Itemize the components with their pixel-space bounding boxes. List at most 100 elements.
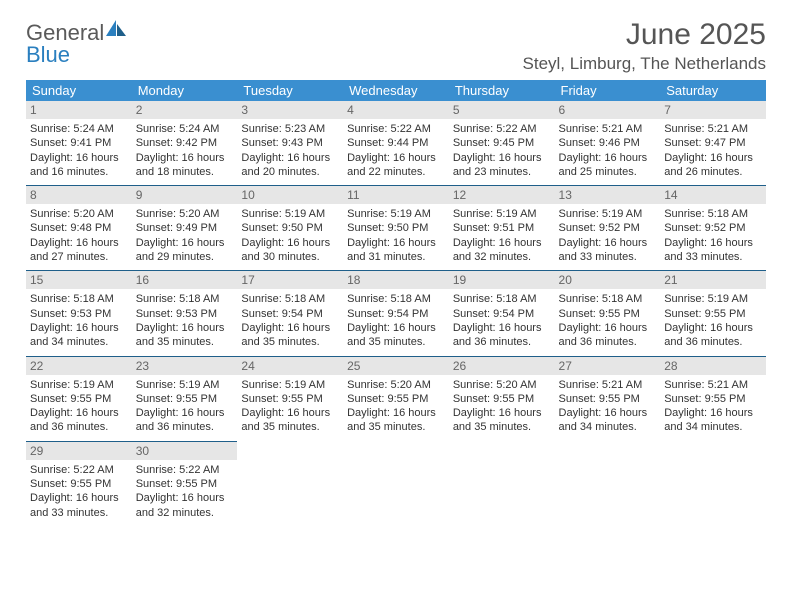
day-cell: 2 Sunrise: 5:24 AMSunset: 9:42 PMDaylight… <box>132 101 238 186</box>
day-details: Sunrise: 5:18 AMSunset: 9:55 PMDaylight:… <box>559 292 657 349</box>
day-details: Sunrise: 5:22 AMSunset: 9:45 PMDaylight:… <box>453 122 551 179</box>
calendar-row: 22Sunrise: 5:19 AMSunset: 9:55 PMDayligh… <box>26 356 766 441</box>
day-details: Sunrise: 5:22 AMSunset: 9:55 PMDaylight:… <box>136 463 234 520</box>
day-cell: 12 Sunrise: 5:19 AMSunset: 9:51 PMDayligh… <box>449 186 555 271</box>
day-number: 9 <box>132 186 238 204</box>
day-number: 19 <box>449 271 555 289</box>
calendar-row: 15Sunrise: 5:18 AMSunset: 9:53 PMDayligh… <box>26 271 766 356</box>
weekday-header-row: Sunday Monday Tuesday Wednesday Thursday… <box>26 80 766 101</box>
day-cell: 18Sunrise: 5:18 AMSunset: 9:54 PMDayligh… <box>343 271 449 356</box>
day-number: 21 <box>660 271 766 289</box>
col-thu: Thursday <box>449 80 555 101</box>
day-details: Sunrise: 5:18 AMSunset: 9:53 PMDaylight:… <box>136 292 234 349</box>
day-cell <box>660 441 766 526</box>
day-number: 24 <box>237 357 343 375</box>
calendar-row: 1 Sunrise: 5:24 AMSunset: 9:41 PMDaylight… <box>26 101 766 186</box>
day-number: 13 <box>555 186 661 204</box>
calendar-page: General Blue June 2025 Steyl, Limburg, T… <box>0 0 792 526</box>
day-details: Sunrise: 5:18 AMSunset: 9:53 PMDaylight:… <box>30 292 128 349</box>
day-details: Sunrise: 5:22 AMSunset: 9:55 PMDaylight:… <box>30 463 128 520</box>
day-cell: 9Sunrise: 5:20 AMSunset: 9:49 PMDaylight… <box>132 186 238 271</box>
day-number: 12 <box>449 186 555 204</box>
page-subtitle: Steyl, Limburg, The Netherlands <box>523 54 766 74</box>
day-cell: 16 Sunrise: 5:18 AMSunset: 9:53 PMDayligh… <box>132 271 238 356</box>
day-number: 15 <box>26 271 132 289</box>
day-cell: 11 Sunrise: 5:19 AMSunset: 9:50 PMDayligh… <box>343 186 449 271</box>
day-details: Sunrise: 5:19 AMSunset: 9:52 PMDaylight:… <box>559 207 657 264</box>
day-cell: 19 Sunrise: 5:18 AMSunset: 9:54 PMDayligh… <box>449 271 555 356</box>
day-cell: 22 Sunrise: 5:19 AMSunset: 9:55 PMDayligh… <box>26 356 132 441</box>
day-details: Sunrise: 5:21 AMSunset: 9:55 PMDaylight:… <box>559 378 657 435</box>
sail-icon <box>106 20 128 36</box>
day-details: Sunrise: 5:21 AMSunset: 9:46 PMDaylight:… <box>559 122 657 179</box>
col-wed: Wednesday <box>343 80 449 101</box>
day-cell <box>237 441 343 526</box>
logo-text: General Blue <box>26 22 128 66</box>
calendar-table: Sunday Monday Tuesday Wednesday Thursday… <box>26 80 766 526</box>
day-number: 1 <box>26 101 132 119</box>
day-cell: 23 Sunrise: 5:19 AMSunset: 9:55 PMDayligh… <box>132 356 238 441</box>
logo-word-blue: Blue <box>26 42 70 67</box>
day-number: 3 <box>237 101 343 119</box>
day-details: Sunrise: 5:20 AMSunset: 9:55 PMDaylight:… <box>453 378 551 435</box>
day-cell: 7Sunrise: 5:21 AMSunset: 9:47 PMDaylight… <box>660 101 766 186</box>
day-details: Sunrise: 5:19 AMSunset: 9:50 PMDaylight:… <box>347 207 445 264</box>
day-details: Sunrise: 5:18 AMSunset: 9:54 PMDaylight:… <box>453 292 551 349</box>
day-cell: 29 Sunrise: 5:22 AMSunset: 9:55 PMDayligh… <box>26 441 132 526</box>
header: General Blue June 2025 Steyl, Limburg, T… <box>26 18 766 74</box>
col-sun: Sunday <box>26 80 132 101</box>
day-details: Sunrise: 5:19 AMSunset: 9:50 PMDaylight:… <box>241 207 339 264</box>
day-cell: 15 Sunrise: 5:18 AMSunset: 9:53 PMDayligh… <box>26 271 132 356</box>
title-block: June 2025 Steyl, Limburg, The Netherland… <box>523 18 766 74</box>
day-details: Sunrise: 5:21 AMSunset: 9:55 PMDaylight:… <box>664 378 762 435</box>
day-cell: 5 Sunrise: 5:22 AMSunset: 9:45 PMDaylight… <box>449 101 555 186</box>
day-cell <box>555 441 661 526</box>
day-cell: 17 Sunrise: 5:18 AMSunset: 9:54 PMDayligh… <box>237 271 343 356</box>
col-tue: Tuesday <box>237 80 343 101</box>
day-cell: 26 Sunrise: 5:20 AMSunset: 9:55 PMDayligh… <box>449 356 555 441</box>
day-details: Sunrise: 5:20 AMSunset: 9:48 PMDaylight:… <box>30 207 128 264</box>
day-details: Sunrise: 5:22 AMSunset: 9:44 PMDaylight:… <box>347 122 445 179</box>
day-number: 5 <box>449 101 555 119</box>
day-cell <box>343 441 449 526</box>
day-details: Sunrise: 5:19 AMSunset: 9:55 PMDaylight:… <box>136 378 234 435</box>
day-cell: 14 Sunrise: 5:18 AMSunset: 9:52 PMDayligh… <box>660 186 766 271</box>
calendar-row: 29Sunrise: 5:22 AMSunset: 9:55 PMDayligh… <box>26 441 766 526</box>
day-cell: 8Sunrise: 5:20 AMSunset: 9:48 PMDaylight… <box>26 186 132 271</box>
day-number: 14 <box>660 186 766 204</box>
day-number: 10 <box>237 186 343 204</box>
col-fri: Friday <box>555 80 661 101</box>
day-cell: 10 Sunrise: 5:19 AMSunset: 9:50 PMDayligh… <box>237 186 343 271</box>
day-number: 6 <box>555 101 661 119</box>
day-cell: 13 Sunrise: 5:19 AMSunset: 9:52 PMDayligh… <box>555 186 661 271</box>
day-cell: 1 Sunrise: 5:24 AMSunset: 9:41 PMDaylight… <box>26 101 132 186</box>
day-details: Sunrise: 5:24 AMSunset: 9:41 PMDaylight:… <box>30 122 128 179</box>
day-details: Sunrise: 5:24 AMSunset: 9:42 PMDaylight:… <box>136 122 234 179</box>
day-details: Sunrise: 5:20 AMSunset: 9:55 PMDaylight:… <box>347 378 445 435</box>
day-number: 2 <box>132 101 238 119</box>
day-cell: 20Sunrise: 5:18 AMSunset: 9:55 PMDayligh… <box>555 271 661 356</box>
day-number: 16 <box>132 271 238 289</box>
page-title: June 2025 <box>523 18 766 52</box>
day-number: 11 <box>343 186 449 204</box>
logo: General Blue <box>26 22 128 66</box>
day-number: 28 <box>660 357 766 375</box>
day-details: Sunrise: 5:19 AMSunset: 9:55 PMDaylight:… <box>241 378 339 435</box>
day-cell: 3Sunrise: 5:23 AMSunset: 9:43 PMDaylight… <box>237 101 343 186</box>
day-cell: 28 Sunrise: 5:21 AMSunset: 9:55 PMDayligh… <box>660 356 766 441</box>
col-sat: Saturday <box>660 80 766 101</box>
day-details: Sunrise: 5:18 AMSunset: 9:54 PMDaylight:… <box>241 292 339 349</box>
day-number: 26 <box>449 357 555 375</box>
day-details: Sunrise: 5:18 AMSunset: 9:52 PMDaylight:… <box>664 207 762 264</box>
day-number: 29 <box>26 442 132 460</box>
day-details: Sunrise: 5:19 AMSunset: 9:55 PMDaylight:… <box>664 292 762 349</box>
day-details: Sunrise: 5:19 AMSunset: 9:51 PMDaylight:… <box>453 207 551 264</box>
day-number: 22 <box>26 357 132 375</box>
day-number: 17 <box>237 271 343 289</box>
day-number: 27 <box>555 357 661 375</box>
day-cell: 4Sunrise: 5:22 AMSunset: 9:44 PMDaylight… <box>343 101 449 186</box>
day-details: Sunrise: 5:19 AMSunset: 9:55 PMDaylight:… <box>30 378 128 435</box>
day-details: Sunrise: 5:18 AMSunset: 9:54 PMDaylight:… <box>347 292 445 349</box>
day-number: 7 <box>660 101 766 119</box>
day-number: 23 <box>132 357 238 375</box>
